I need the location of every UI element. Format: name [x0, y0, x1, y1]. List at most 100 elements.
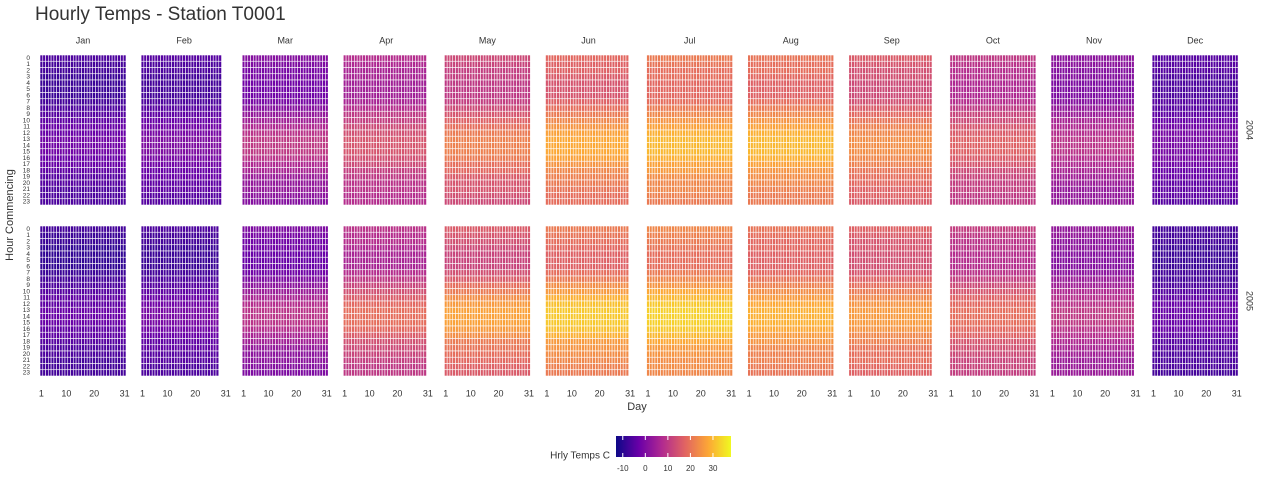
heat-cell — [258, 54, 262, 62]
heat-cell — [710, 79, 714, 87]
heat-cell — [553, 92, 557, 100]
heat-cell — [527, 154, 531, 162]
heat-cell — [199, 60, 203, 68]
heat-cell — [48, 179, 52, 187]
heat-cell — [701, 92, 706, 100]
heat-cell — [345, 129, 350, 137]
heat-cell — [218, 104, 222, 112]
heat-cell — [699, 160, 703, 168]
heat-cell — [622, 123, 627, 131]
heat-cell — [646, 123, 650, 131]
heat-cell — [696, 129, 700, 137]
heat-cell — [97, 73, 102, 81]
heat-cell — [379, 167, 383, 175]
heat-cell — [325, 129, 329, 137]
heat-cell — [84, 154, 88, 162]
heat-cell — [682, 67, 686, 75]
heat-cell — [485, 60, 490, 68]
heat-cell — [300, 148, 304, 156]
y-tick-label: 21 — [23, 186, 31, 193]
heat-cell — [586, 104, 591, 112]
heat-cell — [325, 85, 329, 93]
heat-cell — [491, 110, 495, 118]
heat-cell — [592, 135, 596, 143]
heat-cell — [48, 54, 52, 62]
heat-cell — [362, 54, 366, 62]
heat-cell — [460, 110, 465, 118]
heat-cell — [578, 60, 582, 68]
heat-cell — [449, 192, 454, 200]
heat-cell — [297, 185, 301, 193]
heat-cell — [100, 67, 105, 75]
heat-cell — [210, 98, 214, 106]
heat-cell — [250, 98, 254, 106]
heat-cell — [325, 73, 329, 81]
heat-cell — [502, 185, 506, 193]
heat-cell — [721, 148, 725, 156]
heat-cell — [67, 98, 71, 106]
heat-cell — [345, 104, 350, 112]
heat-cell — [572, 192, 577, 200]
heat-cell — [342, 110, 347, 118]
heat-cell — [595, 123, 599, 131]
heat-cell — [654, 148, 658, 156]
heat-cell — [516, 160, 520, 168]
heat-cell — [595, 129, 599, 137]
heat-cell — [657, 154, 661, 162]
heat-cell — [485, 198, 490, 206]
heat-cell — [168, 129, 172, 137]
heat-cell — [401, 160, 405, 168]
heat-cell — [646, 142, 650, 150]
heat-cell — [446, 185, 451, 193]
heat-cell — [457, 135, 462, 143]
heat-cell — [390, 192, 394, 200]
heat-cell — [449, 179, 454, 187]
heat-cell — [477, 92, 481, 100]
heat-cell — [72, 67, 77, 75]
heat-cell — [715, 148, 720, 156]
heat-cell — [196, 135, 200, 143]
heat-cell — [545, 117, 549, 125]
heat-cell — [657, 123, 661, 131]
heat-cell — [316, 148, 321, 156]
heat-cell — [690, 129, 695, 137]
heat-cell — [723, 110, 728, 118]
heat-cell — [499, 148, 503, 156]
heat-cell — [651, 160, 656, 168]
heat-cell — [114, 135, 118, 143]
heat-cell — [272, 85, 276, 93]
heat-cell — [592, 60, 596, 68]
heat-cell — [322, 60, 326, 68]
heat-cell — [149, 142, 153, 150]
heat-cell — [690, 60, 695, 68]
heat-cell — [367, 92, 372, 100]
heat-cell — [143, 73, 147, 81]
heat-cell — [157, 173, 161, 181]
heat-cell — [199, 54, 203, 62]
heat-cell — [356, 179, 361, 187]
heat-cell — [721, 79, 725, 87]
heat-cell — [420, 142, 425, 150]
heat-cell — [387, 60, 391, 68]
heat-cell — [308, 167, 312, 175]
heat-cell — [444, 192, 448, 200]
heat-cell — [611, 123, 616, 131]
heat-cell — [507, 198, 512, 206]
heat-cell — [61, 154, 66, 162]
heat-cell — [561, 129, 566, 137]
heat-cell — [302, 129, 307, 137]
y-tick-label: 3 — [26, 74, 30, 81]
heat-cell — [622, 85, 627, 93]
heat-cell — [584, 73, 588, 81]
heat-cell — [261, 198, 265, 206]
heat-cell — [687, 142, 692, 150]
heat-cell — [376, 148, 380, 156]
heat-cell — [182, 135, 186, 143]
heat-cell — [381, 110, 386, 118]
heat-cell — [674, 167, 678, 175]
heat-cell — [241, 123, 246, 131]
heat-cell — [513, 129, 517, 137]
heat-cell — [367, 79, 372, 87]
heat-cell — [264, 148, 268, 156]
heat-cell — [657, 67, 661, 75]
